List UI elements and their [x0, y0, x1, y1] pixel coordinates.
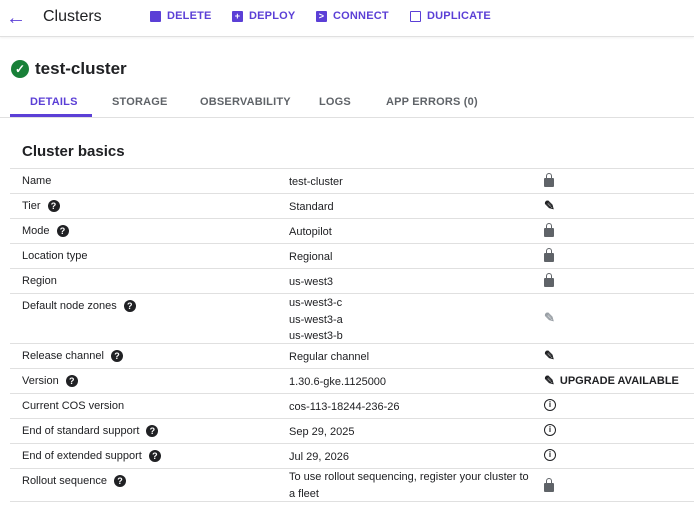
label-text: Version: [22, 375, 59, 387]
row-label: Mode?: [22, 225, 69, 237]
table-row: Default node zones? us-west3-c us-west3-a u…: [10, 294, 694, 344]
table-row: Location type Regional: [10, 244, 694, 269]
row-label: Name: [22, 175, 51, 187]
row-label: Rollout sequence?: [22, 475, 127, 487]
table-row: End of standard support? Sep 29, 2025 i: [10, 419, 694, 444]
help-icon[interactable]: ?: [65, 375, 78, 387]
label-text: Rollout sequence: [22, 475, 108, 487]
row-value: Autopilot: [289, 226, 332, 238]
table-row: Release channel? Regular channel ✎: [10, 344, 694, 369]
check-circle-icon: ✓: [11, 60, 29, 78]
row-value: Standard: [289, 201, 334, 213]
cluster-name: test-cluster: [35, 59, 127, 78]
row-label: Release channel?: [22, 350, 123, 362]
row-value: Regional: [289, 251, 333, 263]
connect-label: CONNECT: [333, 10, 389, 22]
label-text: End of extended support: [22, 450, 142, 462]
pencil-icon[interactable]: ✎: [544, 198, 555, 213]
duplicate-button[interactable]: DUPLICATE: [410, 10, 491, 22]
info-icon[interactable]: i: [544, 399, 556, 411]
cluster-basics-table: Name test-cluster Tier? Standard ✎ Mode? Autop…: [10, 168, 694, 502]
label-text: Tier: [22, 200, 41, 212]
tab-observability[interactable]: OBSERVABILITY: [200, 96, 291, 108]
row-label: Location type: [22, 250, 87, 262]
row-value: test-cluster: [289, 176, 343, 188]
back-arrow-icon[interactable]: ←: [6, 7, 26, 29]
row-label: End of standard support?: [22, 425, 159, 437]
lock-icon: [544, 248, 554, 262]
table-row: Region us-west3: [10, 269, 694, 294]
zone-value: us-west3-a: [289, 313, 343, 326]
row-label: Region: [22, 275, 57, 287]
table-row: Current COS version cos-113-18244-236-26 i: [10, 394, 694, 419]
label-text: Location type: [22, 250, 88, 262]
active-tab-indicator: [10, 114, 92, 117]
lock-icon: [544, 223, 554, 237]
tab-storage[interactable]: STORAGE: [112, 96, 168, 108]
help-icon[interactable]: ?: [47, 200, 60, 212]
tab-bar: DETAILS STORAGE OBSERVABILITY LOGS APP E…: [0, 90, 694, 118]
row-label: Current COS version: [22, 400, 124, 412]
lock-icon: [544, 273, 554, 287]
row-label: Default node zones?: [22, 300, 136, 312]
terminal-icon: >: [316, 10, 327, 22]
table-row: Rollout sequence? To use rollout sequenci…: [10, 469, 694, 502]
help-icon[interactable]: ?: [110, 350, 123, 362]
table-row: Mode? Autopilot: [10, 219, 694, 244]
lock-icon: [544, 478, 554, 492]
top-bar: ← Clusters DELETE + DEPLOY > CONNECT DUPLI…: [0, 0, 694, 37]
plus-box-icon: +: [232, 10, 243, 22]
row-value: Jul 29, 2026: [289, 451, 349, 463]
tab-details[interactable]: DETAILS: [30, 96, 78, 108]
info-icon[interactable]: i: [544, 449, 556, 461]
section-title: Cluster basics: [22, 143, 125, 160]
row-value: cos-113-18244-236-26: [289, 401, 400, 413]
pencil-icon: ✎: [544, 310, 555, 325]
help-icon[interactable]: ?: [114, 475, 127, 487]
deploy-button[interactable]: + DEPLOY: [232, 10, 295, 22]
delete-label: DELETE: [167, 10, 212, 22]
help-icon[interactable]: ?: [56, 225, 69, 237]
table-row: End of extended support? Jul 29, 2026 i: [10, 444, 694, 469]
label-text: Default node zones: [22, 300, 117, 312]
label-text: Name: [22, 175, 52, 187]
row-value: Sep 29, 2025: [289, 426, 355, 438]
trash-icon: [150, 10, 161, 22]
row-value: us-west3: [289, 276, 334, 288]
lock-icon: [544, 173, 554, 187]
label-text: Current COS version: [22, 400, 125, 412]
delete-button[interactable]: DELETE: [150, 10, 212, 22]
table-row: Tier? Standard ✎: [10, 194, 694, 219]
connect-button[interactable]: > CONNECT: [316, 10, 389, 22]
pencil-icon[interactable]: ✎: [544, 348, 555, 363]
info-icon[interactable]: i: [544, 424, 556, 436]
row-label: Tier?: [22, 200, 60, 212]
table-row: Name test-cluster: [10, 169, 694, 194]
row-value: Regular channel: [289, 351, 370, 363]
zone-value: us-west3-c: [289, 297, 343, 309]
row-value: To use rollout sequencing, register your…: [289, 471, 529, 500]
row-value: 1.30.6-gke.1125000: [289, 376, 387, 388]
zone-value: us-west3-b: [289, 330, 343, 342]
label-text: Region: [22, 275, 57, 287]
pencil-icon[interactable]: ✎: [544, 373, 555, 388]
label-text: Mode: [22, 225, 50, 237]
upgrade-available-button[interactable]: UPGRADE AVAILABLE: [559, 375, 679, 387]
cluster-title: ✓ test-cluster: [11, 59, 127, 79]
copy-icon: [410, 10, 421, 22]
row-value: us-west3-c us-west3-a us-west3-b: [289, 295, 534, 345]
table-row: Version? 1.30.6-gke.1125000 ✎ UPGRADE AVAIL…: [10, 369, 694, 394]
page-title: Clusters: [43, 8, 102, 25]
label-text: End of standard support: [22, 425, 140, 437]
tab-logs[interactable]: LOGS: [319, 96, 351, 108]
row-label: Version?: [22, 375, 78, 387]
help-icon[interactable]: ?: [148, 450, 161, 462]
duplicate-label: DUPLICATE: [427, 10, 491, 22]
tab-app-errors[interactable]: APP ERRORS (0): [386, 96, 478, 108]
label-text: Release channel: [22, 350, 104, 362]
help-icon[interactable]: ?: [123, 300, 136, 312]
row-label: End of extended support?: [22, 450, 161, 462]
help-icon[interactable]: ?: [146, 425, 159, 437]
deploy-label: DEPLOY: [249, 10, 296, 22]
